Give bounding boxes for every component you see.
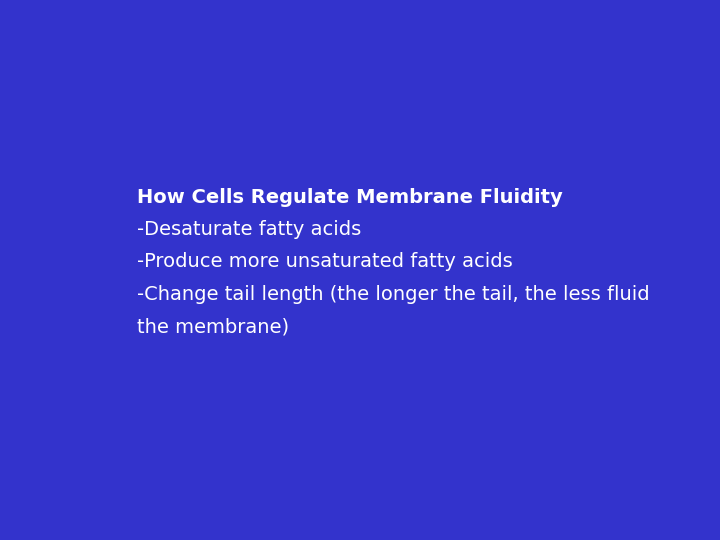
Text: -Desaturate fatty acids: -Desaturate fatty acids bbox=[137, 220, 361, 239]
Text: How Cells Regulate Membrane Fluidity: How Cells Regulate Membrane Fluidity bbox=[137, 187, 562, 207]
Text: the membrane): the membrane) bbox=[137, 317, 289, 336]
Text: -Change tail length (the longer the tail, the less fluid: -Change tail length (the longer the tail… bbox=[137, 285, 649, 304]
Text: -Produce more unsaturated fatty acids: -Produce more unsaturated fatty acids bbox=[137, 252, 513, 272]
